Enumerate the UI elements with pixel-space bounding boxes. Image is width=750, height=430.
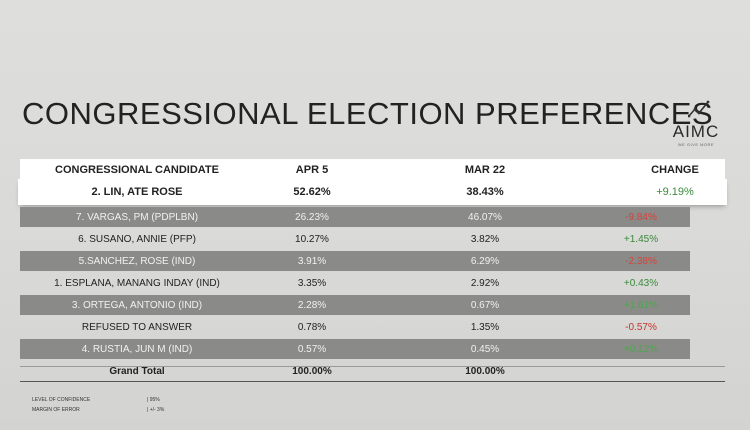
row-change: +1.45% xyxy=(623,233,659,245)
table-header-row: CONGRESSIONAL CANDIDATE APR 5 MAR 22 CHA… xyxy=(20,159,725,181)
row-mar: 0.67% xyxy=(470,299,500,311)
lead-change: +9.19% xyxy=(656,186,694,198)
row-candidate: 6. SUSANO, ANNIE (PFP) xyxy=(78,233,196,245)
row-change: -2.38% xyxy=(625,255,657,267)
margin-label: MARGIN OF ERROR xyxy=(32,407,80,413)
row-candidate: 4. RUSTIA, JUN M (IND) xyxy=(81,343,193,355)
table-row: 4. RUSTIA, JUN M (IND) 0.57% 0.45% +0.12… xyxy=(20,339,690,359)
total-row: Grand Total 100.00% 100.00% xyxy=(20,361,725,381)
total-label: Grand Total xyxy=(109,365,165,377)
row-apr: 0.57% xyxy=(297,343,327,355)
total-divider xyxy=(20,381,725,382)
row-candidate: 3. ORTEGA, ANTONIO (IND) xyxy=(71,299,203,311)
row-change: +1.61% xyxy=(623,299,659,311)
row-candidate: 7. VARGAS, PM (PDPLBN) xyxy=(75,211,199,223)
row-change: -0.57% xyxy=(625,321,657,333)
total-apr: 100.00% xyxy=(292,365,332,377)
header-apr: APR 5 xyxy=(295,164,329,176)
row-change: +0.12% xyxy=(623,343,659,355)
row-candidate: REFUSED TO ANSWER xyxy=(81,321,193,333)
lead-candidate: 2. LIN, ATE ROSE xyxy=(91,186,183,198)
confidence-value: | 95% xyxy=(147,397,160,403)
table-row: 3. ORTEGA, ANTONIO (IND) 2.28% 0.67% +1.… xyxy=(20,295,690,315)
row-mar: 0.45% xyxy=(470,343,500,355)
row-apr: 0.78% xyxy=(297,321,327,333)
trend-line-icon xyxy=(688,100,710,118)
row-apr: 26.23% xyxy=(295,211,329,223)
logo-tagline: WE GIVE MORE xyxy=(677,142,715,147)
margin-value: | +/- 3% xyxy=(147,407,165,413)
header-mar: MAR 22 xyxy=(464,164,506,176)
header-change: CHANGE xyxy=(651,164,699,176)
row-candidate: 1. ESPLANA, MANANG INDAY (IND) xyxy=(54,277,220,289)
row-mar: 6.29% xyxy=(470,255,500,267)
table-row: 1. ESPLANA, MANANG INDAY (IND) 3.35% 2.9… xyxy=(20,273,725,293)
table-row: 5.SANCHEZ, ROSE (IND) 3.91% 6.29% -2.38% xyxy=(20,251,690,271)
confidence-label: LEVEL OF CONFIDENCE xyxy=(32,397,91,403)
lead-apr: 52.62% xyxy=(293,186,331,198)
page-title: CONGRESSIONAL ELECTION PREFERENCES xyxy=(22,96,714,131)
row-apr: 10.27% xyxy=(295,233,329,245)
row-apr: 3.91% xyxy=(297,255,327,267)
aimc-logo: AIMC WE GIVE MORE xyxy=(668,100,728,150)
row-mar: 3.82% xyxy=(470,233,500,245)
row-mar: 2.92% xyxy=(470,277,500,289)
table-row: REFUSED TO ANSWER 0.78% 1.35% -0.57% xyxy=(20,317,725,337)
row-apr: 2.28% xyxy=(297,299,327,311)
table-row: 7. VARGAS, PM (PDPLBN) 26.23% 46.07% -9.… xyxy=(20,207,690,227)
logo-text: AIMC xyxy=(672,122,720,141)
total-mar: 100.00% xyxy=(465,365,505,377)
row-change: -9.84% xyxy=(625,211,657,223)
lead-mar: 38.43% xyxy=(466,186,504,198)
row-apr: 3.35% xyxy=(297,277,327,289)
header-candidate: CONGRESSIONAL CANDIDATE xyxy=(55,164,219,176)
row-mar: 46.07% xyxy=(468,211,502,223)
row-candidate: 5.SANCHEZ, ROSE (IND) xyxy=(78,255,196,267)
table-row: 6. SUSANO, ANNIE (PFP) 10.27% 3.82% +1.4… xyxy=(20,229,725,249)
lead-row: 2. LIN, ATE ROSE 52.62% 38.43% +9.19% xyxy=(20,181,725,203)
row-divider xyxy=(20,366,725,367)
row-mar: 1.35% xyxy=(470,321,500,333)
row-change: +0.43% xyxy=(623,277,659,289)
